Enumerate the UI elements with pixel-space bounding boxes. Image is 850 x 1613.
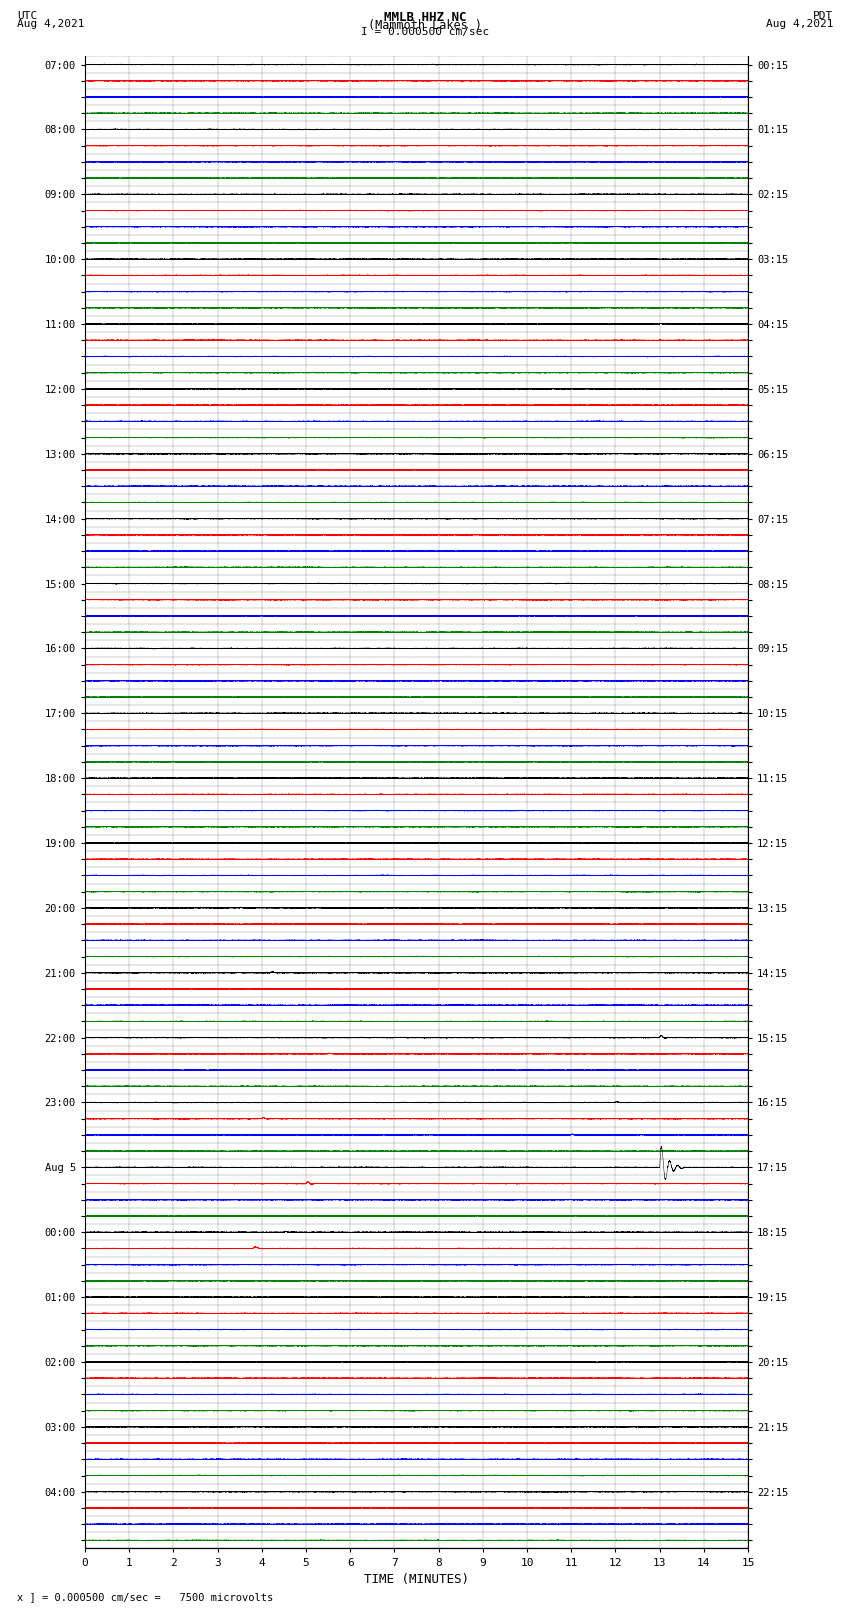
Text: I = 0.000500 cm/sec: I = 0.000500 cm/sec — [361, 27, 489, 37]
Text: UTC: UTC — [17, 11, 37, 21]
Text: Aug 4,2021: Aug 4,2021 — [17, 19, 84, 29]
Text: MMLB HHZ NC: MMLB HHZ NC — [383, 11, 467, 24]
Text: Aug 4,2021: Aug 4,2021 — [766, 19, 833, 29]
X-axis label: TIME (MINUTES): TIME (MINUTES) — [364, 1573, 469, 1586]
Text: (Mammoth Lakes ): (Mammoth Lakes ) — [368, 19, 482, 32]
Text: x ] = 0.000500 cm/sec =   7500 microvolts: x ] = 0.000500 cm/sec = 7500 microvolts — [17, 1592, 273, 1602]
Text: PDT: PDT — [813, 11, 833, 21]
